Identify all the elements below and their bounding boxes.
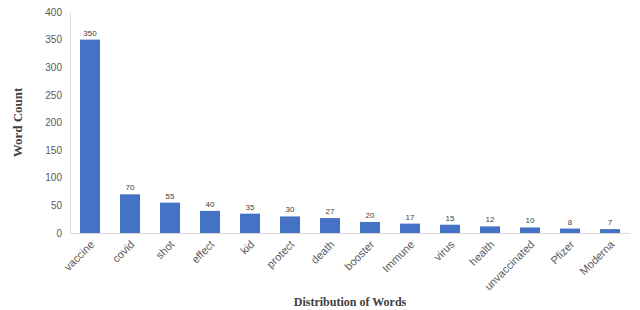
data-label: 55 (166, 192, 175, 201)
tick: protect (264, 233, 296, 270)
tick-label: unvaccinated (482, 238, 536, 292)
tick-label: health (467, 238, 497, 268)
y-axis-title: Word Count (10, 87, 25, 157)
tick-label: 300 (45, 62, 62, 73)
bar (120, 194, 140, 233)
tick: Immune (380, 233, 417, 275)
x-axis: vaccine covid shot effect kid protect deathboo… (62, 233, 631, 292)
data-label: 30 (286, 205, 295, 214)
tick-label: 400 (45, 7, 62, 18)
tick-label: shot (153, 238, 176, 261)
tick: Moderna (577, 233, 617, 277)
tick-label: Pfizer (548, 238, 577, 267)
tick: covid (110, 233, 137, 265)
tick: Pfizer (548, 233, 577, 266)
bar (320, 218, 340, 233)
tick-label: 250 (45, 90, 62, 101)
bar (520, 227, 540, 233)
tick: 0 (56, 228, 70, 239)
tick: 250 (45, 90, 70, 101)
tick-label: kid (238, 238, 256, 256)
tick: 50 (51, 200, 70, 211)
bar (480, 226, 500, 233)
tick: death (308, 233, 336, 266)
tick-label: Moderna (577, 237, 617, 277)
tick: vaccine (62, 233, 97, 273)
tick-label: 150 (45, 145, 62, 156)
tick: effect (189, 233, 216, 265)
tick: health (467, 233, 497, 268)
data-label: 40 (206, 200, 215, 209)
tick: 200 (45, 117, 70, 128)
tick: 150 (45, 145, 70, 156)
tick: kid (238, 233, 256, 256)
tick-label: Immune (380, 238, 417, 275)
data-label: 17 (406, 213, 415, 222)
axis-line (70, 13, 71, 234)
data-label: 20 (366, 211, 375, 220)
tick-label: death (308, 238, 336, 266)
y-axis: 0 50 100 150 200 250 300 350 400 (45, 7, 70, 239)
chart: 0 50 100 150 200 250 300 350 400 vaccine covid shot… (0, 0, 640, 310)
tick: 400 (45, 7, 70, 18)
bar (280, 216, 300, 233)
bar (440, 225, 460, 233)
data-label: 12 (486, 215, 495, 224)
tick-label: 350 (45, 34, 62, 45)
tick-label: 100 (45, 172, 62, 183)
bar (200, 211, 220, 233)
bar (240, 214, 260, 233)
data-label: 10 (526, 216, 535, 225)
bar (560, 229, 580, 233)
data-label: 70 (126, 183, 135, 192)
tick-label: 0 (56, 228, 62, 239)
bar (160, 203, 180, 233)
tick-label: covid (110, 238, 137, 265)
data-labels: 350 70 55 40 35 30 27 20 17 15 12 10 8 7 (83, 29, 612, 228)
tick-label: effect (189, 238, 216, 265)
x-axis-title: Distribution of Words (294, 295, 407, 309)
data-label: 15 (446, 214, 455, 223)
tick: 100 (45, 172, 70, 183)
tick: 350 (45, 34, 70, 45)
data-label: 35 (246, 203, 255, 212)
data-label: 27 (326, 207, 335, 216)
bar (400, 224, 420, 233)
bar (80, 40, 100, 233)
data-label: 8 (568, 218, 573, 227)
tick: shot (153, 233, 176, 261)
bars (80, 40, 620, 233)
bar (600, 229, 620, 233)
data-label: 350 (83, 29, 97, 38)
bar (360, 222, 380, 233)
axis-line (71, 233, 631, 234)
tick-label: 200 (45, 117, 62, 128)
tick-label: virus (432, 238, 457, 263)
tick: unvaccinated (482, 233, 536, 292)
tick-label: vaccine (62, 238, 97, 273)
tick-label: 50 (51, 200, 63, 211)
tick-label: booster (342, 238, 377, 273)
tick: booster (342, 233, 377, 272)
tick: virus (432, 233, 457, 263)
tick-label: protect (264, 238, 296, 270)
tick: 300 (45, 62, 70, 73)
data-label: 7 (608, 218, 613, 227)
